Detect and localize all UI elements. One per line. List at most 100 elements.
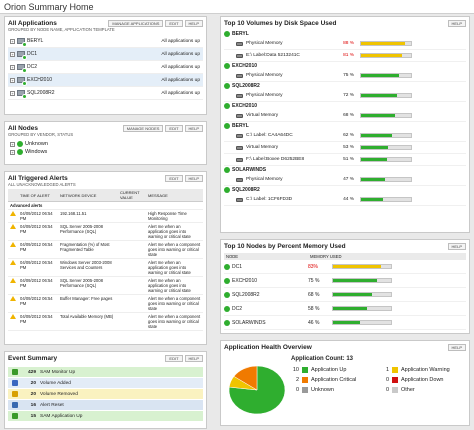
volume-node-name[interactable]: BERYL xyxy=(224,122,466,130)
volume-name[interactable]: Physical Memory xyxy=(246,73,283,78)
column-header[interactable]: NODE xyxy=(226,254,239,259)
volume-name[interactable]: C:\ Label: 1CF6FD3D xyxy=(246,197,293,202)
legend-item[interactable]: 0 Unknown xyxy=(289,387,379,393)
expand-icon[interactable]: + xyxy=(10,51,15,57)
help-button[interactable]: HELP xyxy=(447,344,466,351)
memory-row[interactable]: DC2 58 % xyxy=(224,302,466,316)
event-row[interactable]: 20 Volume Removed xyxy=(8,389,203,400)
expand-icon[interactable]: + xyxy=(10,141,15,147)
event-label[interactable]: SAM Application Up xyxy=(40,413,83,419)
volume-node-name[interactable]: SQL2008R2 xyxy=(224,82,466,90)
health-pie-chart[interactable] xyxy=(225,361,289,419)
event-label[interactable]: Volume Removed xyxy=(40,391,78,397)
memory-row[interactable]: DC1 83% xyxy=(224,260,466,274)
app-node-name[interactable]: SQL2008R2 xyxy=(27,90,55,96)
app-node-name[interactable]: EXCH2010 xyxy=(27,77,53,83)
volume-row[interactable]: Physical Memory 88 % xyxy=(224,38,466,50)
volume-name[interactable]: Virtual Memory xyxy=(246,145,279,150)
memory-row[interactable]: EXCH2010 75 % xyxy=(224,274,466,288)
tree-item-label[interactable]: Windows xyxy=(25,149,48,155)
event-row[interactable]: 429 SAM Monitor Up xyxy=(8,367,203,378)
table-row[interactable]: 04/09/2012 06:54 PM SQL Server 2005-2008… xyxy=(8,276,203,295)
app-row[interactable]: + SQL2008R2 All applications up xyxy=(8,87,203,100)
volume-node-name[interactable]: SQL2008R2 xyxy=(224,186,466,194)
event-row[interactable]: 20 Volume Added xyxy=(8,378,203,389)
volume-node-name[interactable]: SOLARWINDS xyxy=(224,166,466,174)
tree-item-unknown[interactable]: + Unknown xyxy=(8,140,203,148)
expand-icon[interactable]: + xyxy=(10,90,15,96)
event-label[interactable]: SAM Monitor Up xyxy=(40,369,76,375)
memory-row[interactable]: SQL2008R2 68 % xyxy=(224,288,466,302)
event-count[interactable]: 16 xyxy=(30,402,36,408)
help-button[interactable]: HELP xyxy=(184,125,203,132)
volume-name[interactable]: Virtual Memory xyxy=(246,113,279,118)
alert-device[interactable]: Buffer Manager: Free pages xyxy=(58,294,118,313)
node-name[interactable]: EXCH2010 xyxy=(232,103,258,109)
column-header[interactable]: MESSAGE xyxy=(146,189,203,202)
node-name[interactable]: EXCH2010 xyxy=(232,63,258,69)
column-header[interactable]: TIME OF ALERT xyxy=(18,189,58,202)
legend-item[interactable]: 2 Application Critical xyxy=(289,377,379,383)
node-name[interactable]: SQL2008R2 xyxy=(232,83,260,89)
column-header[interactable]: CURRENT VALUE xyxy=(118,189,146,202)
event-count[interactable]: 15 xyxy=(30,413,36,419)
app-row[interactable]: + BERYL All applications up xyxy=(8,35,203,48)
legend-item[interactable]: 0 Other xyxy=(379,387,465,393)
help-button[interactable]: HELP xyxy=(184,355,203,362)
event-row[interactable]: 16 Alert Reset xyxy=(8,400,203,411)
event-row[interactable]: 15 SAM Application Up xyxy=(8,411,203,422)
node-name[interactable]: BERYL xyxy=(232,123,249,129)
legend-item[interactable]: 1 Application Warning xyxy=(379,367,465,373)
volume-name[interactable]: E:\ Label:Data 5213241C xyxy=(246,53,300,58)
table-row[interactable]: 04/09/2012 06:54 PM Buffer Manager: Free… xyxy=(8,294,203,313)
app-row[interactable]: + EXCH2010 All applications up xyxy=(8,74,203,87)
event-count[interactable]: 429 xyxy=(27,369,36,375)
volume-name[interactable]: F:\ Label:Boxee D6252BE8 xyxy=(246,157,305,162)
volume-row[interactable]: Virtual Memory 53 % xyxy=(224,142,466,154)
expand-icon[interactable]: + xyxy=(10,149,15,155)
pie-slice[interactable] xyxy=(233,365,258,391)
node-name[interactable]: SQL2008R2 xyxy=(232,187,260,193)
table-row[interactable]: 04/09/2012 06:54 PM 192.168.11.51 High R… xyxy=(8,209,203,223)
edit-button[interactable]: EDIT xyxy=(165,175,183,182)
manage-applications-button[interactable]: MANAGE APPLICATIONS xyxy=(108,20,164,27)
legend-item[interactable]: 10 Application Up xyxy=(289,367,379,373)
tree-item-windows[interactable]: + Windows xyxy=(8,148,203,156)
volume-row[interactable]: E:\ Label:Data 5213241C 81 % xyxy=(224,50,466,62)
volume-node-name[interactable]: BERYL xyxy=(224,30,466,38)
legend-label[interactable]: Other xyxy=(401,387,415,393)
volume-row[interactable]: Physical Memory 75 % xyxy=(224,70,466,82)
event-label[interactable]: Volume Added xyxy=(40,380,71,386)
memory-row[interactable]: SOLARWINDS 46 % xyxy=(224,316,466,330)
node-name[interactable]: BERYL xyxy=(232,31,249,37)
memory-node-name[interactable]: DC1 xyxy=(232,263,243,270)
app-node-name[interactable]: BERYL xyxy=(27,38,44,44)
tree-item-label[interactable]: Unknown xyxy=(25,141,48,147)
memory-node-name[interactable]: EXCH2010 xyxy=(232,277,258,284)
volume-name[interactable]: Physical Memory xyxy=(246,41,283,46)
node-name[interactable]: SOLARWINDS xyxy=(232,167,267,173)
volume-name[interactable]: Physical Memory xyxy=(246,177,283,182)
column-header[interactable]: NETWORK DEVICE xyxy=(58,189,118,202)
app-row[interactable]: + DC1 All applications up xyxy=(8,48,203,61)
edit-button[interactable]: EDIT xyxy=(165,20,183,27)
legend-label[interactable]: Application Down xyxy=(401,377,444,383)
help-button[interactable]: HELP xyxy=(184,20,203,27)
expand-icon[interactable]: + xyxy=(10,64,15,70)
manage-nodes-button[interactable]: MANAGE NODES xyxy=(122,125,164,132)
memory-node-name[interactable]: SOLARWINDS xyxy=(232,319,266,326)
table-row[interactable]: 04/09/2012 06:54 PM Total Available Memo… xyxy=(8,312,203,331)
alert-device[interactable]: SQL Server 2005-2008 Performance (SQL) xyxy=(58,222,118,241)
help-button[interactable]: HELP xyxy=(447,243,466,250)
help-button[interactable]: HELP xyxy=(447,20,466,27)
volume-row[interactable]: C:\ Label: CA4A64DC 62 % xyxy=(224,130,466,142)
event-count[interactable]: 20 xyxy=(30,380,36,386)
column-header[interactable]: MEMORY USED xyxy=(310,254,342,259)
volume-name[interactable]: C:\ Label: CA4A64DC xyxy=(246,133,293,138)
event-label[interactable]: Alert Reset xyxy=(40,402,64,408)
table-row[interactable]: 04/09/2012 06:54 PM Windows Server 2003-… xyxy=(8,258,203,277)
help-button[interactable]: HELP xyxy=(184,175,203,182)
table-row[interactable]: 04/09/2012 06:54 PM SQL Server 2005-2008… xyxy=(8,222,203,241)
expand-icon[interactable]: + xyxy=(10,38,15,44)
alert-device[interactable]: Windows Server 2003-2008 Services and Co… xyxy=(58,258,118,277)
